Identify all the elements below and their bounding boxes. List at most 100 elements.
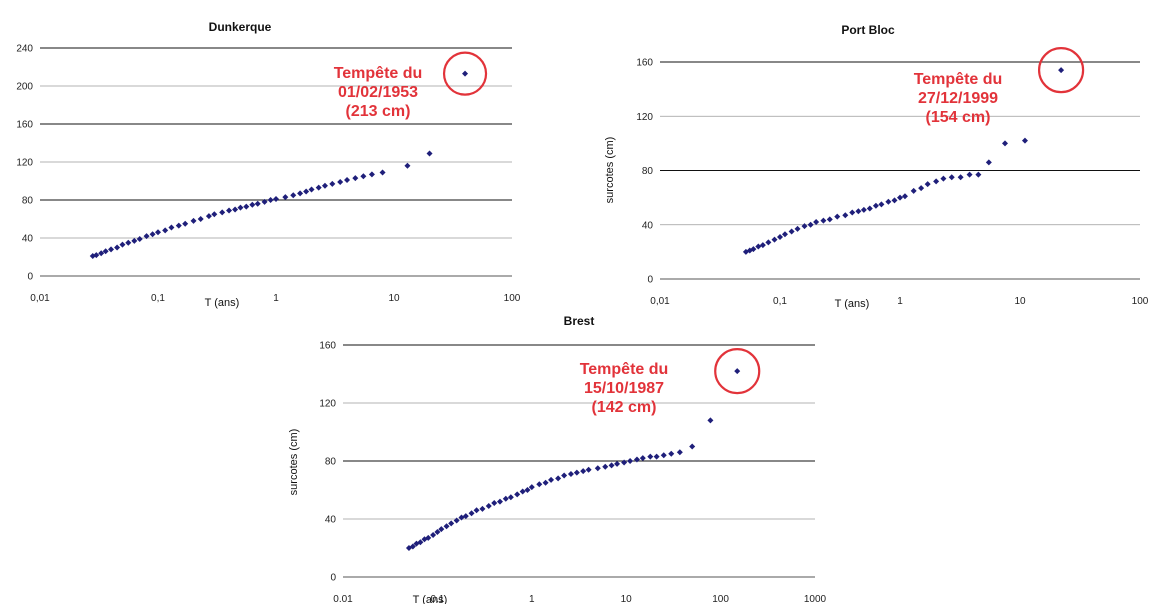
data-point xyxy=(924,181,931,188)
data-point xyxy=(290,192,297,199)
data-point xyxy=(777,233,783,240)
data-point xyxy=(479,505,486,512)
x-tick-label: 100 xyxy=(712,594,729,604)
data-point xyxy=(205,213,212,220)
data-point xyxy=(759,242,766,249)
data-point xyxy=(1021,137,1028,144)
data-point xyxy=(425,534,432,541)
y-axis-label: surcotes (cm) xyxy=(288,429,300,496)
y-tick-label: 240 xyxy=(16,44,33,55)
data-point xyxy=(676,449,683,456)
y-tick-label: 80 xyxy=(325,457,337,468)
data-point xyxy=(243,203,250,210)
data-point xyxy=(360,173,367,180)
data-point xyxy=(781,231,788,238)
data-point xyxy=(321,182,328,189)
y-tick-label: 80 xyxy=(22,196,34,207)
data-point xyxy=(750,246,757,253)
data-point xyxy=(308,186,315,193)
data-point xyxy=(966,171,973,178)
data-point xyxy=(872,202,879,209)
data-point xyxy=(771,236,778,243)
data-point xyxy=(801,223,808,230)
data-point xyxy=(633,456,640,463)
y-tick-label: 40 xyxy=(22,234,34,245)
data-point xyxy=(344,177,351,184)
data-point xyxy=(594,465,601,472)
data-point xyxy=(668,450,675,457)
x-axis-label: T (ans) xyxy=(835,298,870,310)
data-point xyxy=(93,252,100,259)
data-point xyxy=(948,174,955,181)
data-point xyxy=(303,188,310,195)
data-point xyxy=(131,237,138,244)
y-tick-label: 200 xyxy=(16,82,33,93)
data-point xyxy=(254,200,261,207)
data-point xyxy=(765,239,772,246)
chart-title: Port Bloc xyxy=(841,23,895,37)
data-point xyxy=(98,250,105,257)
data-point xyxy=(175,222,182,229)
data-point xyxy=(261,198,268,205)
chart-0: 0 40 80 120 160 200 240 0,01 0,1 1 10 100 Dunkerque T… xyxy=(16,20,520,309)
x-tick-label: 1 xyxy=(273,293,279,304)
x-tick-label: 0,1 xyxy=(151,293,165,304)
data-point xyxy=(197,216,204,222)
data-point xyxy=(438,526,445,533)
data-point xyxy=(514,491,521,498)
data-point xyxy=(639,455,646,462)
data-point xyxy=(352,175,359,182)
x-tick-label: 0.01 xyxy=(333,594,353,604)
y-tick-label: 40 xyxy=(642,220,654,231)
data-point xyxy=(918,185,925,192)
data-point xyxy=(232,206,239,213)
data-point xyxy=(430,531,437,538)
x-tick-label: 100 xyxy=(504,293,521,304)
y-tick-label: 0 xyxy=(27,272,33,283)
data-point xyxy=(542,479,549,486)
data-point xyxy=(379,169,386,176)
data-point xyxy=(826,216,833,223)
annotation-line: 01/02/1953 xyxy=(338,84,418,101)
data-point xyxy=(462,70,469,77)
data-point xyxy=(910,187,917,194)
y-tick-label: 120 xyxy=(636,112,653,123)
annotation-line: Tempête du xyxy=(580,361,669,378)
annotation-line: Tempête du xyxy=(914,71,1003,88)
data-point xyxy=(211,211,218,218)
data-point xyxy=(409,543,416,550)
x-tick-label: 0.1 xyxy=(430,594,444,604)
data-point xyxy=(788,228,795,235)
data-point xyxy=(897,194,903,201)
chart-2: 0 40 80 120 160 0.01 0.1 1 10 100 1000 Brest T (ans)… xyxy=(288,314,827,604)
data-point xyxy=(519,488,526,495)
data-point xyxy=(878,201,885,208)
data-point xyxy=(468,510,475,517)
data-point xyxy=(849,209,856,216)
data-point xyxy=(528,484,535,491)
data-point xyxy=(182,220,189,227)
data-point xyxy=(885,198,892,205)
data-point xyxy=(114,244,121,251)
data-point xyxy=(491,500,498,507)
data-point xyxy=(985,159,992,166)
data-point xyxy=(807,221,814,228)
x-tick-label: 0,01 xyxy=(30,293,50,304)
data-point xyxy=(585,466,592,473)
data-point xyxy=(485,502,492,509)
data-point xyxy=(842,212,849,219)
data-point xyxy=(119,241,126,248)
chart-1: 0 40 80 120 160 0,01 0,1 1 10 100 Port Bloc T (ans)… xyxy=(604,23,1149,310)
annotation-line: 27/12/1999 xyxy=(918,90,998,107)
x-axis-label: T (ans) xyxy=(413,594,448,604)
y-tick-label: 40 xyxy=(325,515,337,526)
y-tick-label: 160 xyxy=(16,120,33,131)
data-point xyxy=(561,472,568,479)
data-point xyxy=(443,523,450,530)
chart-title: Dunkerque xyxy=(209,20,272,34)
x-tick-label: 1000 xyxy=(804,594,827,604)
data-point xyxy=(734,368,741,375)
annotation-line: (142 cm) xyxy=(592,399,657,416)
annotation-line: Tempête du xyxy=(334,65,423,82)
x-tick-label: 10 xyxy=(388,293,400,304)
